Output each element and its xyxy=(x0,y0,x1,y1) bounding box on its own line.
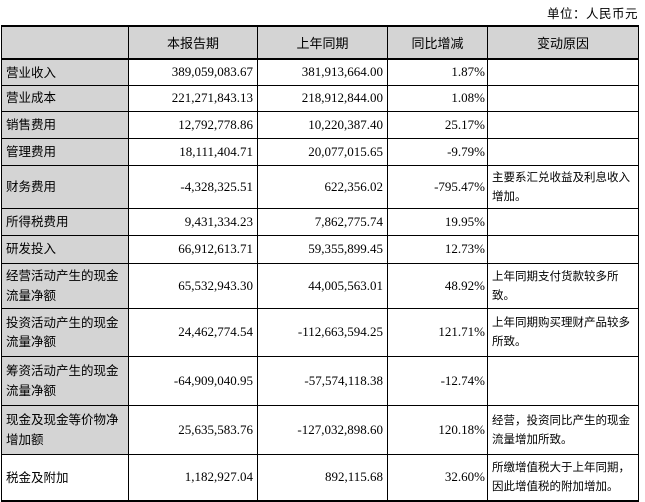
yoy-change-value: 120.18% xyxy=(387,404,488,455)
table-row: 筹资活动产生的现金流量净额 -64,909,040.95 -57,574,118… xyxy=(1,355,639,406)
current-period-value: 25,635,583.76 xyxy=(128,404,258,455)
row-label: 投资活动产生的现金流量净额 xyxy=(1,307,129,357)
row-label: 税金及附加 xyxy=(1,453,129,502)
header-current-period: 本报告期 xyxy=(128,25,258,60)
yoy-change-value: 32.60% xyxy=(387,453,488,502)
change-reason xyxy=(487,234,639,264)
prior-period-value: 59,355,899.45 xyxy=(257,234,388,264)
prior-period-value: 44,005,563.01 xyxy=(257,262,388,309)
current-period-value: 12,792,778.86 xyxy=(128,110,258,139)
header-prior-period: 上年同期 xyxy=(257,25,388,60)
row-label: 营业收入 xyxy=(1,58,129,86)
prior-period-value: 20,077,015.65 xyxy=(257,137,388,166)
row-label: 所得税费用 xyxy=(1,207,129,236)
table-row: 营业成本 221,271,843.13 218,912,844.00 1.08% xyxy=(1,84,639,112)
current-period-value: 24,462,774.54 xyxy=(128,307,258,357)
current-period-value: 65,532,943.30 xyxy=(128,262,258,309)
row-label: 销售费用 xyxy=(1,110,129,139)
yoy-change-value: -795.47% xyxy=(387,164,488,209)
change-reason: 主要系汇兑收益及利息收入增加。 xyxy=(487,164,639,209)
current-period-value: 1,182,927.04 xyxy=(128,453,258,502)
current-period-value: 18,111,404.71 xyxy=(128,137,258,166)
table-row: 管理费用 18,111,404.71 20,077,015.65 -9.79% xyxy=(1,137,639,166)
table-row: 财务费用 -4,328,325.51 622,356.02 -795.47% 主… xyxy=(1,164,639,209)
row-label: 研发投入 xyxy=(1,234,129,264)
table-row: 投资活动产生的现金流量净额 24,462,774.54 -112,663,594… xyxy=(1,307,639,357)
unit-label: 单位：人民币元 xyxy=(546,6,638,21)
change-reason xyxy=(487,58,639,86)
change-reason: 上年同期购买理财产品较多所致。 xyxy=(487,307,639,357)
yoy-change-value: 19.95% xyxy=(387,207,488,236)
table-row: 经营活动产生的现金流量净额 65,532,943.30 44,005,563.0… xyxy=(1,262,639,309)
header-yoy-change: 同比增减 xyxy=(387,25,488,60)
yoy-change-value: 1.08% xyxy=(387,84,488,112)
current-period-value: 9,431,334.23 xyxy=(128,207,258,236)
row-label: 财务费用 xyxy=(1,164,129,209)
change-reason xyxy=(487,355,639,406)
table-row: 销售费用 12,792,778.86 10,220,387.40 25.17% xyxy=(1,110,639,139)
current-period-value: -64,909,040.95 xyxy=(128,355,258,406)
current-period-value: 221,271,843.13 xyxy=(128,84,258,112)
prior-period-value: 381,913,664.00 xyxy=(257,58,388,86)
row-label: 营业成本 xyxy=(1,84,129,112)
yoy-change-value: 1.87% xyxy=(387,58,488,86)
financial-comparison-table: 本报告期 上年同期 同比增减 变动原因 营业收入 389,059,083.67 … xyxy=(1,25,639,502)
change-reason xyxy=(487,84,639,112)
prior-period-value: -57,574,118.38 xyxy=(257,355,388,406)
yoy-change-value: 25.17% xyxy=(387,110,488,139)
yoy-change-value: 48.92% xyxy=(387,262,488,309)
current-period-value: 66,912,613.71 xyxy=(128,234,258,264)
change-reason: 上年同期支付货款较多所致。 xyxy=(487,262,639,309)
prior-period-value: 892,115.68 xyxy=(257,453,388,502)
row-label: 管理费用 xyxy=(1,137,129,166)
header-item xyxy=(1,25,129,60)
row-label: 筹资活动产生的现金流量净额 xyxy=(1,355,129,406)
yoy-change-value: 12.73% xyxy=(387,234,488,264)
change-reason: 经营，投资同比产生的现金流量增加所致。 xyxy=(487,404,639,455)
prior-period-value: -112,663,594.25 xyxy=(257,307,388,357)
prior-period-value: 622,356.02 xyxy=(257,164,388,209)
row-label: 经营活动产生的现金流量净额 xyxy=(1,262,129,309)
yoy-change-value: 121.71% xyxy=(387,307,488,357)
current-period-value: 389,059,083.67 xyxy=(128,58,258,86)
change-reason xyxy=(487,137,639,166)
current-period-value: -4,328,325.51 xyxy=(128,164,258,209)
table-row: 现金及现金等价物净增加额 25,635,583.76 -127,032,898.… xyxy=(1,404,639,455)
yoy-change-value: -12.74% xyxy=(387,355,488,406)
change-reason xyxy=(487,110,639,139)
prior-period-value: 7,862,775.74 xyxy=(257,207,388,236)
change-reason: 所缴增值税大于上年同期，因此增值税的附加增加。 xyxy=(487,453,639,502)
yoy-change-value: -9.79% xyxy=(387,137,488,166)
table-row: 所得税费用 9,431,334.23 7,862,775.74 19.95% xyxy=(1,207,639,236)
table-header-row: 本报告期 上年同期 同比增减 变动原因 xyxy=(1,25,639,60)
change-reason xyxy=(487,207,639,236)
prior-period-value: 10,220,387.40 xyxy=(257,110,388,139)
prior-period-value: 218,912,844.00 xyxy=(257,84,388,112)
row-label: 现金及现金等价物净增加额 xyxy=(1,404,129,455)
prior-period-value: -127,032,898.60 xyxy=(257,404,388,455)
header-change-reason: 变动原因 xyxy=(487,25,639,60)
table-row: 税金及附加 1,182,927.04 892,115.68 32.60% 所缴增… xyxy=(1,453,639,502)
table-row: 研发投入 66,912,613.71 59,355,899.45 12.73% xyxy=(1,234,639,264)
table-row: 营业收入 389,059,083.67 381,913,664.00 1.87% xyxy=(1,58,639,86)
